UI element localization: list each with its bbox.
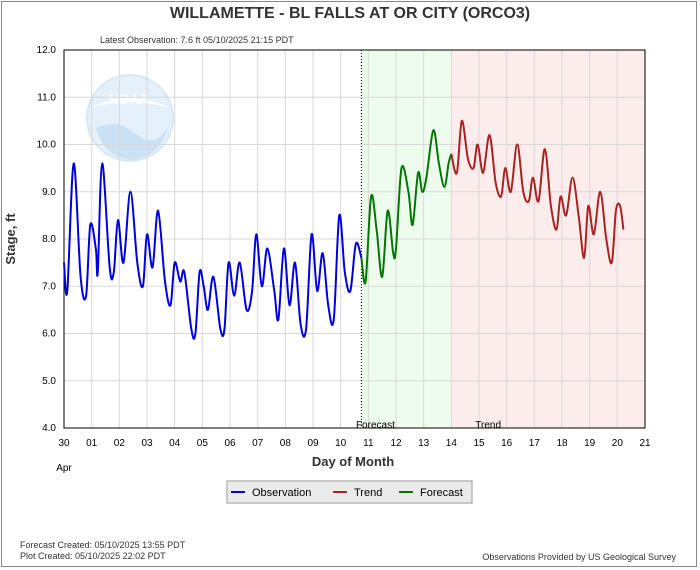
x-tick-label: 07 [252, 438, 264, 449]
x-tick-labels: 30 01 02 03 04 05 06 07 08 09 10 11 12 13 14 15 16 17 18 19… [58, 438, 651, 449]
y-axis-title: Stage, ft [3, 213, 18, 265]
legend-label-trend: Trend [354, 487, 382, 499]
data-provider: Observations Provided by US Geological S… [482, 552, 676, 562]
x-tick-label: 05 [197, 438, 209, 449]
y-tick-label: 7.0 [42, 281, 56, 292]
y-tick-label: 5.0 [42, 376, 56, 387]
x-tick-label: 15 [473, 438, 485, 449]
x-tick-label: 20 [612, 438, 624, 449]
plot-created: Plot Created: 05/10/2025 22:02 PDT [20, 551, 166, 561]
x-axis-title: Day of Month [312, 454, 394, 469]
x-tick-label: 09 [307, 438, 319, 449]
y-tick-label: 9.0 [42, 187, 56, 198]
x-tick-label: 17 [529, 438, 541, 449]
chart-title: WILLAMETTE - BL FALLS AT OR CITY (ORCO3) [170, 5, 530, 22]
noaa-logo-text: NOAA [108, 91, 149, 107]
x-tick-label: 14 [446, 438, 458, 449]
x-tick-label: 16 [501, 438, 513, 449]
x-tick-label: 06 [224, 438, 236, 449]
legend-label-forecast: Forecast [420, 487, 463, 499]
x-tick-label: 04 [169, 438, 181, 449]
x-tick-label: 30 [58, 438, 70, 449]
forecast-created: Forecast Created: 05/10/2025 13:55 PDT [20, 540, 186, 550]
y-tick-label: 4.0 [42, 423, 56, 434]
forecast-region-label: Forecast [356, 420, 395, 431]
y-tick-label: 12.0 [37, 45, 57, 56]
series-line-forecast [360, 129, 453, 285]
y-tick-label: 10.0 [37, 140, 57, 151]
trend-region-label: Trend [475, 420, 501, 431]
series-line-observation [63, 162, 363, 340]
grid [64, 50, 645, 428]
legend: Observation Trend Forecast [226, 480, 473, 504]
x-tick-label: 08 [280, 438, 292, 449]
x-tick-label: 03 [141, 438, 153, 449]
legend-box [226, 480, 473, 504]
legend-label-observation: Observation [252, 487, 311, 499]
x-tick-label: 21 [639, 438, 651, 449]
x-tick-label: 01 [86, 438, 98, 449]
y-tick-label: 6.0 [42, 329, 56, 340]
x-month-label: Apr [56, 463, 72, 474]
x-tick-label: 02 [114, 438, 126, 449]
x-tick-label: 12 [390, 438, 402, 449]
x-tick-label: 19 [584, 438, 596, 449]
x-tick-label: 10 [335, 438, 347, 449]
y-tick-labels: 4.0 5.0 6.0 7.0 8.0 9.0 10.0 11.0 12.0 [37, 45, 57, 434]
x-tick-label: 18 [556, 438, 568, 449]
y-tick-label: 8.0 [42, 234, 56, 245]
plot-border [63, 49, 646, 429]
series-lines [63, 119, 625, 340]
x-tick-label: 11 [363, 438, 374, 449]
latest-observation: Latest Observation: 7.6 ft 05/10/2025 21… [100, 35, 294, 45]
series-line-trend [450, 119, 625, 265]
noaa-logo-icon: NOAA [86, 74, 174, 162]
x-tick-label: 13 [418, 438, 430, 449]
y-tick-label: 11.0 [37, 92, 56, 103]
